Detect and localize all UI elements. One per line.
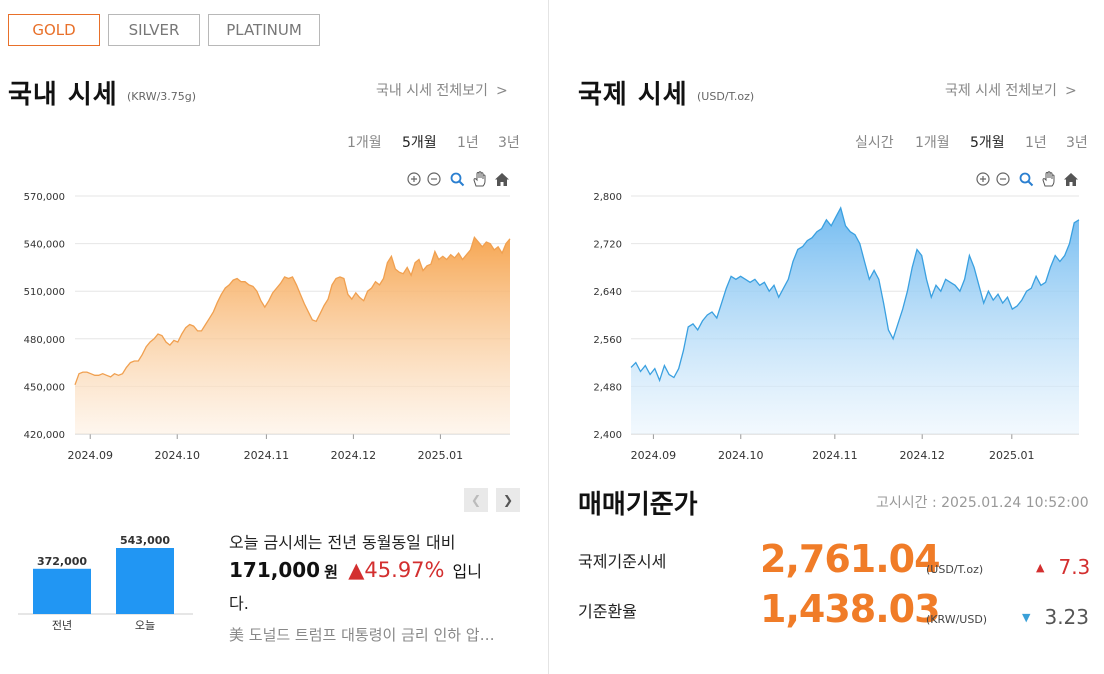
bar-value-label: 372,000 — [37, 555, 87, 568]
home-icon[interactable] — [1063, 171, 1079, 187]
next-page-button[interactable]: ❯ — [496, 488, 520, 512]
y-tick-label: 510,000 — [24, 287, 65, 298]
pan-hand-icon[interactable] — [471, 171, 487, 187]
up-arrow-icon: ▲ — [1036, 561, 1045, 574]
news-headline-link[interactable]: 美 도널드 트럼프 대통령이 금리 인하 압… — [229, 626, 495, 644]
domestic-title: 국내 시세 — [8, 80, 118, 110]
x-tick-label: 2024.10 — [718, 449, 764, 462]
x-tick-label: 2024.11 — [244, 449, 290, 462]
y-tick-label: 480,000 — [24, 335, 65, 346]
y-tick-label: 540,000 — [24, 240, 65, 251]
domestic-period-3y[interactable]: 3년 — [498, 135, 520, 151]
bar-category-label: 전년 — [52, 619, 72, 632]
y-tick-label: 2,480 — [593, 382, 622, 393]
fx-basis-label: 기준환율 — [578, 602, 637, 621]
intl-basis-label: 국제기준시세 — [578, 552, 667, 571]
intl-basis-change-value: 7.3 — [1058, 555, 1091, 579]
y-tick-label: 2,720 — [593, 240, 622, 251]
zoom-out-icon[interactable] — [995, 171, 1011, 187]
domestic-more-link[interactable]: 국내 시세 전체보기 > — [376, 80, 508, 100]
international-unit: (USD/T.oz) — [697, 90, 755, 103]
home-icon[interactable] — [494, 171, 510, 187]
x-tick-label: 2024.09 — [631, 449, 677, 462]
magnify-icon[interactable] — [449, 171, 465, 187]
y-tick-label: 450,000 — [24, 382, 65, 393]
zoom-in-icon[interactable] — [406, 171, 422, 187]
y-tick-label: 420,000 — [24, 430, 65, 441]
x-tick-label: 2024.10 — [154, 449, 200, 462]
y-tick-label: 2,800 — [593, 192, 622, 203]
basis-title: 매매기준가 — [578, 490, 698, 520]
currency-unit: 원 — [324, 563, 338, 581]
intl-period-realtime[interactable]: 실시간 — [855, 135, 894, 151]
domestic-period-1y[interactable]: 1년 — [457, 135, 479, 151]
summary-line: 오늘 금시세는 전년 동월동일 대비 — [229, 533, 456, 552]
international-price-chart: 2,400 2,480 2,560 2,640 2,720 2,800 2024.09 202… — [593, 192, 1080, 462]
bar-value-label: 543,000 — [120, 534, 170, 547]
change-percent-value: 45.97% — [364, 558, 445, 582]
x-tick-label: 2024.12 — [899, 449, 945, 462]
intl-basis-unit: (USD/T.oz) — [926, 563, 984, 576]
down-arrow-icon: ▼ — [1022, 611, 1031, 624]
chevron-right-icon: > — [495, 83, 508, 99]
domestic-unit: (KRW/3.75g) — [127, 90, 197, 103]
international-more-label: 국제 시세 전체보기 — [945, 83, 1057, 99]
domestic-line — [74, 235, 511, 386]
bar-category-label: 오늘 — [135, 619, 155, 632]
summary-suffix: 입니 — [452, 562, 482, 581]
x-tick-label: 2025.01 — [418, 449, 464, 462]
notice-time: 고시시간 : 2025.01.24 10:52:00 — [876, 495, 1089, 511]
intl-period-3y[interactable]: 3년 — [1066, 135, 1088, 151]
international-area — [631, 207, 1079, 434]
domestic-price-chart: 420,000 450,000 480,000 510,000 540,000 570,0… — [24, 192, 511, 462]
international-line — [630, 206, 1080, 383]
bar-0 — [33, 568, 91, 614]
intl-period-1m[interactable]: 1개월 — [915, 135, 950, 151]
up-arrow-icon: ▲ — [348, 558, 365, 582]
intl-basis-change: ▲ 7.3 — [1036, 555, 1090, 579]
magnify-icon[interactable] — [1018, 171, 1034, 187]
fx-basis-change-value: 3.23 — [1044, 605, 1089, 629]
domestic-more-label: 국내 시세 전체보기 — [376, 83, 488, 99]
domestic-area — [75, 237, 510, 434]
y-tick-label: 2,640 — [593, 287, 622, 298]
x-tick-label: 2024.11 — [812, 449, 858, 462]
chevron-right-icon: > — [1064, 83, 1077, 99]
fx-basis-change: ▼ 3.23 — [1022, 605, 1089, 629]
international-title: 국제 시세 — [578, 80, 688, 110]
change-percent: ▲45.97% — [348, 558, 444, 582]
domestic-period-5m[interactable]: 5개월 — [402, 135, 437, 151]
fx-basis-unit: (KRW/USD) — [926, 613, 988, 626]
yoy-bar-chart: 372,000 전년 543,000 오늘 — [18, 534, 193, 632]
domestic-period-1m[interactable]: 1개월 — [347, 135, 382, 151]
intl-period-5m[interactable]: 5개월 — [970, 135, 1005, 151]
bar-1 — [116, 548, 174, 614]
y-tick-label: 2,400 — [593, 430, 622, 441]
intl-basis-value: 2,761.04 — [760, 537, 941, 581]
summary-change: 171,000 원 ▲45.97% 입니 — [229, 558, 482, 582]
y-tick-label: 2,560 — [593, 335, 622, 346]
change-amount: 171,000 — [229, 558, 321, 582]
zoom-out-icon[interactable] — [426, 171, 442, 187]
prev-page-button[interactable]: ❮ — [464, 488, 488, 512]
tab-platinum[interactable]: PLATINUM — [208, 14, 320, 46]
fx-basis-value: 1,438.03 — [760, 587, 941, 631]
y-tick-label: 570,000 — [24, 192, 65, 203]
panel-divider — [548, 0, 549, 674]
pan-hand-icon[interactable] — [1040, 171, 1056, 187]
tab-silver[interactable]: SILVER — [108, 14, 200, 46]
x-tick-label: 2025.01 — [989, 449, 1035, 462]
zoom-in-icon[interactable] — [975, 171, 991, 187]
x-tick-label: 2024.12 — [331, 449, 377, 462]
summary-end: 다. — [229, 594, 249, 613]
intl-period-1y[interactable]: 1년 — [1025, 135, 1047, 151]
international-more-link[interactable]: 국제 시세 전체보기 > — [945, 80, 1077, 100]
x-tick-label: 2024.09 — [67, 449, 113, 462]
tab-gold[interactable]: GOLD — [8, 14, 100, 46]
